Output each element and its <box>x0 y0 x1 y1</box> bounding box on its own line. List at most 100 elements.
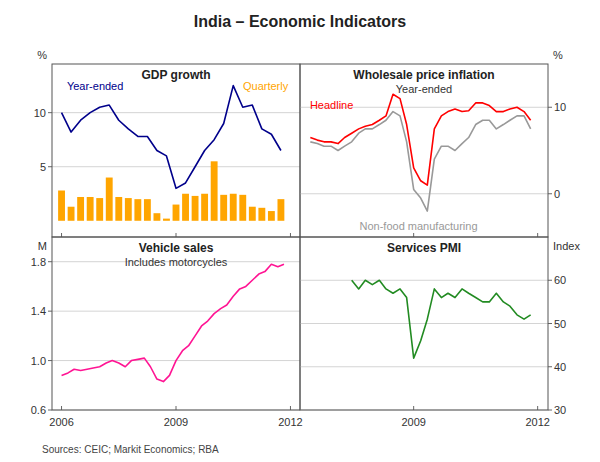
series-label: Year-ended <box>67 80 123 92</box>
x-tick <box>290 406 291 410</box>
panel-frame <box>300 237 548 410</box>
panel: 5 10 GDP growth% Quarterly Year-ended <box>34 49 300 237</box>
y-tick <box>548 107 552 108</box>
bar <box>268 211 275 221</box>
unit-label: Index <box>553 240 580 252</box>
unit-label: M <box>38 240 47 252</box>
y-tick <box>548 193 552 194</box>
line <box>62 86 281 189</box>
y-tick <box>48 166 52 167</box>
plot-area <box>310 94 530 211</box>
line <box>352 280 531 358</box>
y-tick-label: 10 <box>554 101 566 113</box>
panel-subtitle: Year-ended <box>396 83 452 95</box>
bar <box>134 199 141 221</box>
y-tick <box>548 410 552 411</box>
x-tick-label: 2009 <box>401 416 425 428</box>
y-tick <box>48 261 52 262</box>
grid-line <box>300 323 548 324</box>
x-tick <box>176 233 177 237</box>
y-tick <box>548 366 552 367</box>
bar <box>220 195 227 221</box>
x-tick <box>537 406 538 410</box>
y-tick-label: 30 <box>554 404 566 416</box>
bar <box>201 194 208 221</box>
plot-area <box>58 86 284 221</box>
bar <box>125 198 132 221</box>
unit-label: % <box>553 49 563 61</box>
panel-title: Vehicle sales <box>139 241 214 255</box>
unit-label: % <box>37 49 47 61</box>
y-tick-label: 0.6 <box>31 404 46 416</box>
panel: 30 40 50 60 2009 2012 Services PMI Index <box>300 237 580 428</box>
x-tick <box>61 233 62 237</box>
bar <box>277 199 284 221</box>
line <box>310 94 530 185</box>
x-tick <box>413 406 414 410</box>
panel-title: GDP growth <box>141 68 210 82</box>
bar <box>192 196 199 221</box>
bar <box>144 199 151 221</box>
y-tick-label: 1.4 <box>31 305 46 317</box>
y-tick <box>548 323 552 324</box>
x-tick <box>537 233 538 237</box>
y-tick <box>48 112 52 113</box>
bar <box>258 208 265 221</box>
grid-line <box>300 366 548 367</box>
x-tick-label: 2006 <box>49 416 73 428</box>
y-tick-label: 1.8 <box>31 256 46 268</box>
x-tick <box>176 406 177 410</box>
y-tick-label: 10 <box>34 107 46 119</box>
x-tick-label: 2009 <box>164 416 188 428</box>
panel-frame <box>300 64 548 237</box>
series-label: Non-food manufacturing <box>360 220 478 232</box>
panel-frame <box>52 237 300 410</box>
bar <box>230 194 237 221</box>
x-tick <box>290 233 291 237</box>
bar <box>87 197 94 221</box>
y-tick <box>48 311 52 312</box>
grid-line <box>300 193 548 194</box>
bar <box>163 219 170 221</box>
bar <box>153 213 160 221</box>
grid-line <box>300 280 548 281</box>
bar <box>58 191 65 221</box>
y-tick-label: 40 <box>554 361 566 373</box>
y-tick-label: 5 <box>40 161 46 173</box>
series-label: Headline <box>310 99 353 111</box>
y-tick <box>548 280 552 281</box>
y-tick-label: 0 <box>554 188 560 200</box>
line <box>62 264 284 381</box>
x-tick <box>413 233 414 237</box>
bar <box>106 178 113 221</box>
plot-area <box>352 280 531 358</box>
bar <box>249 207 256 221</box>
x-tick <box>61 406 62 410</box>
bar <box>68 207 75 221</box>
bar <box>211 161 218 220</box>
x-tick-label: 2012 <box>525 416 549 428</box>
bar <box>115 197 122 221</box>
line <box>310 112 530 211</box>
x-tick-label: 2012 <box>278 416 302 428</box>
chart: India – Economic Indicators Sources: CEIC… <box>0 0 600 462</box>
panel-title: Services PMI <box>387 241 461 255</box>
grid-line <box>52 166 300 167</box>
panel-title: Wholesale price inflation <box>353 68 494 82</box>
y-tick <box>48 410 52 411</box>
y-tick-label: 1.0 <box>31 355 46 367</box>
bar <box>239 195 246 221</box>
figure-title: India – Economic Indicators <box>194 13 407 30</box>
y-tick <box>48 360 52 361</box>
bar <box>173 205 180 221</box>
panel: 0.61.01.41.8200620092012Vehicle salesInc… <box>31 237 303 428</box>
bar <box>96 198 103 221</box>
panel: 0 10 Wholesale price inflationYear-ended% H… <box>300 49 566 237</box>
panel-frame <box>52 64 300 237</box>
y-tick-label: 60 <box>554 274 566 286</box>
y-tick-label: 50 <box>554 318 566 330</box>
bar <box>182 194 189 221</box>
series-label: Quarterly <box>243 80 289 92</box>
source-note: Sources: CEIC; Markit Economics; RBA <box>42 444 219 455</box>
plot-area <box>62 264 284 381</box>
